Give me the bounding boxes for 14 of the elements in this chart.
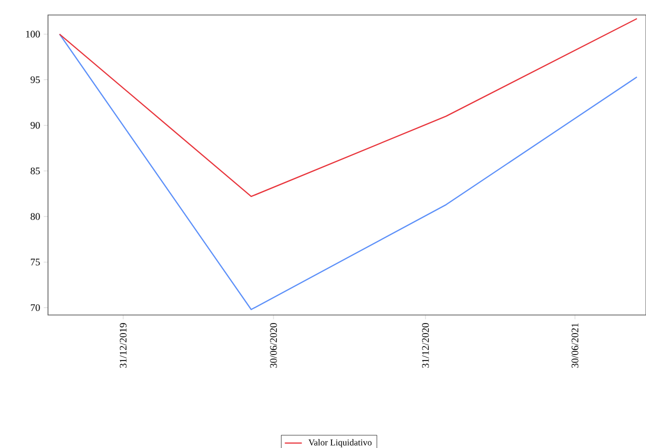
x-tick-label: 30/06/2021 bbox=[572, 323, 578, 368]
x-tick-label: 31/12/2019 bbox=[120, 323, 127, 368]
x-tick-label: 30/06/2020 bbox=[270, 323, 277, 368]
legend-label: Valor Liquidativo bbox=[308, 439, 372, 448]
x-tick-label: 31/12/2020 bbox=[422, 323, 429, 368]
y-tick-label: 100 bbox=[26, 30, 40, 38]
y-tick-label: 90 bbox=[30, 122, 40, 129]
y-tick-label: 85 bbox=[30, 168, 40, 174]
y-tick-label: 70 bbox=[30, 304, 40, 312]
line-series bbox=[58, 18, 638, 198]
y-tick-label: 75 bbox=[30, 258, 40, 266]
y-tick-label: 80 bbox=[30, 213, 40, 220]
line-series bbox=[58, 34, 638, 310]
y-tick-label: 95 bbox=[30, 76, 40, 84]
